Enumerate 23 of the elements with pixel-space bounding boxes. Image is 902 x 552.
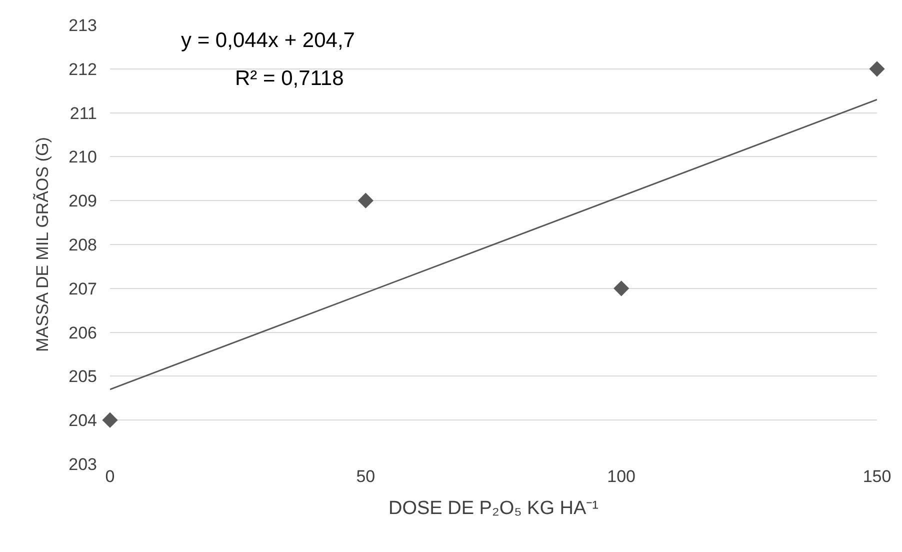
x-tick-label: 150 bbox=[862, 467, 892, 486]
annotation: y = 0,044x + 204,7 bbox=[181, 29, 355, 52]
y-tick-label: 208 bbox=[68, 235, 97, 254]
point bbox=[358, 192, 374, 208]
annotation: R² = 0,7118 bbox=[235, 67, 344, 90]
point bbox=[614, 280, 630, 296]
x-tick-label: 0 bbox=[105, 467, 115, 486]
y-tick-label: 207 bbox=[68, 279, 97, 298]
x-axis-title: DOSE DE P₂O₅ KG HA⁻¹ bbox=[388, 498, 599, 519]
y-tick-label: 210 bbox=[68, 148, 97, 167]
y-tick-label: 206 bbox=[68, 323, 97, 342]
x-tick-label: 100 bbox=[607, 467, 636, 486]
point bbox=[869, 61, 885, 77]
x-tick-label: 50 bbox=[356, 467, 376, 486]
y-tick-label: 212 bbox=[68, 60, 97, 79]
y-tick-label: 213 bbox=[68, 16, 97, 35]
y-tick-label: 204 bbox=[68, 411, 97, 430]
y-tick-label: 211 bbox=[70, 104, 97, 123]
y-tick-label: 205 bbox=[68, 367, 97, 386]
point bbox=[102, 412, 118, 428]
y-tick-label: 203 bbox=[68, 454, 97, 474]
y-tick-label: 209 bbox=[68, 192, 97, 211]
y-axis-title: MASSA DE MIL GRÃOS (G) bbox=[33, 137, 52, 352]
